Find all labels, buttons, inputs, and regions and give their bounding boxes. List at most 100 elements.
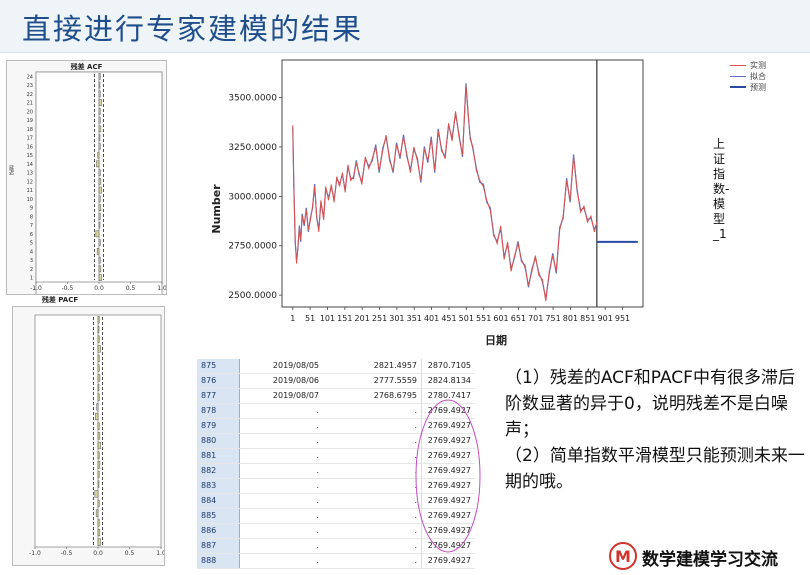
pacf-g-tick-label: 0.0 [93, 550, 103, 557]
fit-cell: 2769.4927 [427, 496, 471, 505]
pacf-g-tick-label: 0.5 [125, 550, 135, 557]
acf-g-bar [98, 195, 101, 203]
acf-g-bar [98, 274, 102, 281]
acf-g-bar [98, 186, 102, 194]
row-index: 883 [197, 479, 240, 493]
legend-item-forecast: 预测 [730, 82, 800, 93]
date-cell: 2019/08/05 [272, 361, 319, 370]
row-index: 881 [197, 449, 240, 463]
date-cell: 2019/08/06 [272, 376, 319, 385]
pacf-g-bar [97, 499, 100, 508]
acf-ylabel: 延迟 [8, 165, 14, 175]
x-tick-label: 901 [598, 314, 613, 323]
date-cell: 2019/08/07 [272, 391, 319, 400]
date-cell: . [316, 406, 319, 415]
logo-mark: M [615, 547, 631, 566]
date-cell: . [316, 436, 319, 445]
table-row: 878.. 2769.4927 [197, 404, 475, 419]
row-index: 876 [197, 374, 240, 388]
actual-cell: . [325, 419, 422, 433]
x-tick-label: 201 [355, 314, 370, 323]
pacf-g-bar [97, 316, 100, 324]
x-tick-label: 251 [372, 314, 387, 323]
acf-g-lag-label: 24 [27, 74, 33, 80]
actual-cell: . [325, 494, 422, 508]
acf-g-tick-label: -1.0 [30, 285, 42, 292]
note-line-1: （1）残差的ACF和PACF中有很多滞后阶数显著的异于0，说明残差不是白噪声； [505, 368, 795, 440]
x-tick-label: 501 [459, 314, 474, 323]
fit-cell: 2769.4927 [427, 436, 471, 445]
table-row: 886.. 2769.4927 [197, 524, 475, 539]
pacf-g-tick-label: -1.0 [29, 550, 41, 557]
date-cell: . [316, 496, 319, 505]
fit-cell: 2769.4927 [427, 466, 471, 475]
x-tick-label: 601 [493, 314, 508, 323]
fit-cell: 2824.8134 [427, 376, 471, 385]
acf-g-bar [98, 99, 102, 106]
acf-g-tick-label: 0.0 [94, 285, 104, 292]
pacf-g-bar [97, 441, 101, 450]
row-index: 877 [197, 389, 240, 403]
legend-item-fit: 拟合 [730, 71, 800, 82]
pacf-g-bar [97, 451, 100, 459]
note-text: （1）残差的ACF和PACF中有很多滞后阶数显著的异于0，说明残差不是白噪声； … [505, 365, 805, 495]
row-index: 879 [197, 419, 240, 433]
date-cell: . [316, 541, 319, 550]
chart-ylabel: Number [210, 184, 223, 234]
note-line-2: （2）简单指数平滑模型只能预测未来一期的哦。 [505, 446, 805, 492]
acf-g-bar [98, 204, 102, 211]
legend-swatch-actual [730, 65, 746, 66]
row-index: 888 [197, 554, 240, 568]
acf-g-lag-label: 5 [30, 241, 33, 247]
x-tick-label: 151 [337, 314, 352, 323]
pacf-g-bar [96, 403, 99, 411]
date-cell: . [316, 556, 319, 565]
page-title: 直接进行专家建模的结果 [22, 12, 364, 46]
logo-icon: M [609, 542, 637, 570]
pacf-g-bar [97, 393, 100, 401]
x-tick-label: 51 [305, 314, 315, 323]
y-tick-label: 3500.0000 [228, 94, 277, 104]
acf-g-lag-label: 17 [27, 136, 33, 142]
acf-g-lag-label: 22 [27, 92, 33, 98]
actual-cell: 2768.6795 [325, 389, 422, 403]
y-tick-label: 3250.0000 [228, 143, 277, 153]
acf-g-bar [98, 125, 102, 133]
table-row: 884.. 2769.4927 [197, 494, 475, 509]
acf-g-tick-label: 1.0 [157, 285, 166, 292]
legend-label-actual: 实测 [750, 61, 766, 70]
row-index: 886 [197, 524, 240, 538]
fit-cell: 2870.7105 [427, 361, 471, 370]
actual-cell: 2777.5559 [325, 374, 422, 388]
row-index: 880 [197, 434, 240, 448]
table-row: 888.. 2769.4927 [197, 554, 475, 569]
pacf-title: 残差 PACF [41, 296, 79, 304]
pacf-g-bar [97, 470, 100, 479]
acf-g-lag-label: 15 [27, 153, 33, 159]
acf-g-lag-label: 8 [30, 214, 33, 220]
pacf-g-bar [97, 519, 100, 527]
acf-g-bar [98, 134, 101, 141]
fit-cell: 2769.4927 [427, 481, 471, 490]
main-line-chart: 3500.0000 3250.0000 3000.0000 2750.0000 2500… [210, 59, 644, 347]
pacf-g-bar [97, 528, 101, 537]
x-tick-label: 701 [528, 314, 543, 323]
actual-cell: . [325, 434, 422, 448]
pacf-g-bar [97, 461, 101, 469]
legend-label-fit: 拟合 [750, 72, 766, 81]
table-row: 881.. 2769.4927 [197, 449, 475, 464]
pacf-g-tick-label: 1.0 [156, 550, 164, 557]
date-cell: . [316, 421, 319, 430]
acf-g-lag-label: 14 [27, 162, 33, 168]
row-index: 885 [197, 509, 240, 523]
pacf-g-bar [97, 383, 100, 392]
actual-cell: . [325, 554, 422, 568]
x-tick-label: 751 [545, 314, 560, 323]
x-tick-label: 351 [407, 314, 422, 323]
fit-cell: 2769.4927 [427, 406, 471, 415]
acf-g-bar [98, 239, 101, 246]
fit-cell: 2769.4927 [427, 421, 471, 430]
pacf-g-bar [97, 354, 100, 363]
pacf-g-bar [95, 412, 99, 421]
acf-g-bar [98, 221, 101, 229]
